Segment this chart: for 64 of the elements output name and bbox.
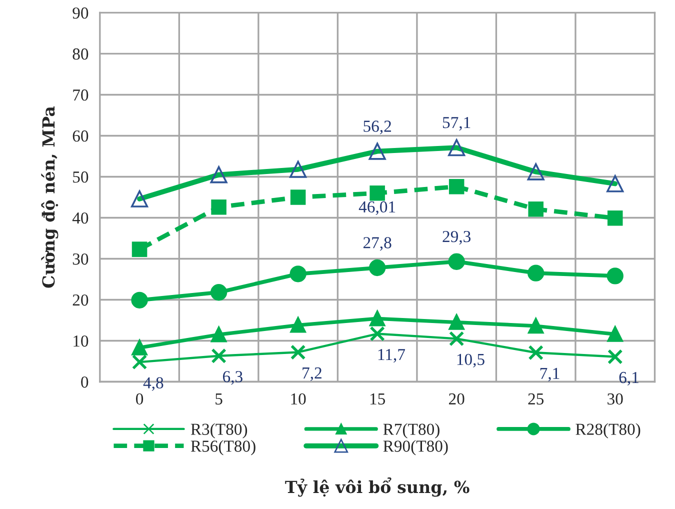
point xyxy=(528,201,544,217)
point xyxy=(132,340,148,356)
y-tick-label: 50 xyxy=(73,171,88,183)
point xyxy=(606,268,624,284)
data-label: 4,8 xyxy=(143,377,164,391)
point xyxy=(290,266,306,282)
point xyxy=(210,284,228,301)
legend-label: R7(T80) xyxy=(383,423,440,438)
point xyxy=(368,259,386,276)
point xyxy=(528,344,544,360)
point xyxy=(448,253,465,270)
point xyxy=(370,326,385,342)
data-label: 46,01 xyxy=(358,201,396,215)
point xyxy=(211,348,226,364)
point xyxy=(528,264,544,282)
x-axis-title: Tỷ lệ vôi bổ sung, % xyxy=(285,477,470,497)
point xyxy=(607,210,623,226)
point xyxy=(370,185,385,201)
y-tick-label: 70 xyxy=(73,89,88,101)
x-tick-label: 5 xyxy=(216,394,222,405)
point xyxy=(370,310,385,326)
x-tick-label: 30 xyxy=(608,393,623,405)
point xyxy=(211,326,226,342)
y-tick-label: 30 xyxy=(72,253,88,265)
x-tick-label: 10 xyxy=(291,393,306,405)
legend-label: R56(T80) xyxy=(190,440,256,456)
data-label: 57,1 xyxy=(442,117,470,131)
legend-label: R90(T80) xyxy=(383,440,448,456)
y-tick-label: 0 xyxy=(81,376,88,388)
data-label: 27,8 xyxy=(363,237,392,251)
point xyxy=(448,314,464,330)
data-label: 56,2 xyxy=(364,120,391,134)
point xyxy=(131,292,148,308)
data-label: 10,5 xyxy=(457,354,484,368)
y-axis-title: Cường độ nén, MPa xyxy=(41,106,58,288)
legend-label: R28(T80) xyxy=(576,423,640,438)
point xyxy=(132,242,148,257)
point xyxy=(528,318,544,334)
y-tick-label: 60 xyxy=(72,130,88,142)
data-label: 11,7 xyxy=(378,349,406,363)
data-label: 29,3 xyxy=(442,230,471,245)
data-label: 7,1 xyxy=(540,368,560,382)
x-tick-label: 20 xyxy=(448,393,464,405)
x-tick-label: 0 xyxy=(136,393,144,405)
point xyxy=(607,326,623,342)
point xyxy=(290,344,306,360)
y-tick-label: 10 xyxy=(74,335,88,347)
data-label: 7,2 xyxy=(302,367,322,382)
point xyxy=(607,349,623,364)
point xyxy=(448,178,464,194)
x-tick-label: 15 xyxy=(370,393,386,405)
legend-label: R3(T80) xyxy=(190,423,248,438)
y-tick-label: 80 xyxy=(72,48,88,60)
y-tick-label: 90 xyxy=(72,7,88,19)
point xyxy=(290,318,306,333)
point xyxy=(211,199,226,215)
data-label: 6,3 xyxy=(222,371,242,385)
x-tick-label: 25 xyxy=(528,393,544,405)
point xyxy=(290,190,306,205)
y-tick-label: 40 xyxy=(72,212,88,224)
data-label: 6,1 xyxy=(619,372,638,386)
y-tick-label: 20 xyxy=(72,294,88,306)
point xyxy=(448,331,464,346)
point xyxy=(132,354,148,370)
